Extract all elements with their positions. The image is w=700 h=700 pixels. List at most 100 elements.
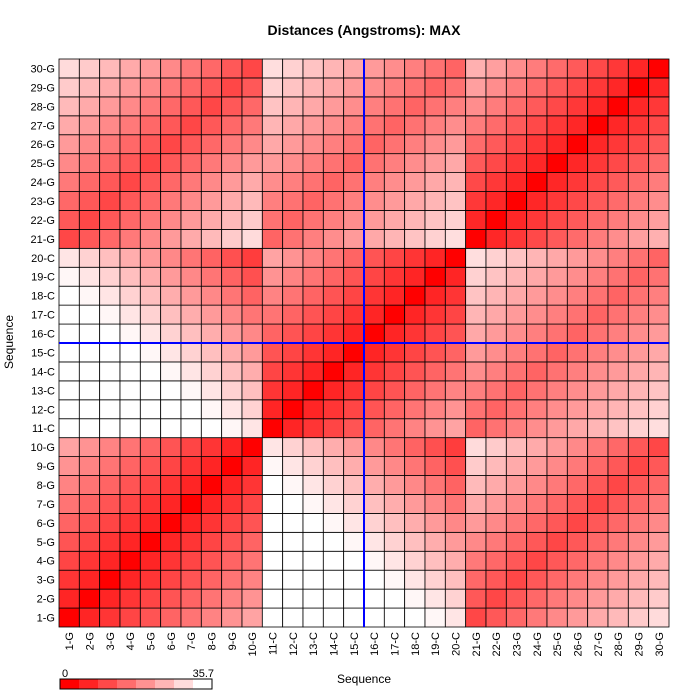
- heatmap-cell: [322, 588, 345, 609]
- heatmap-cell: [119, 569, 141, 590]
- heatmap-cell: [587, 607, 609, 628]
- y-tick-label: 7-G: [37, 499, 55, 511]
- heatmap-cell: [78, 153, 101, 173]
- heatmap-cell: [505, 418, 528, 439]
- heatmap-cell: [282, 58, 304, 79]
- heatmap-cell: [180, 531, 202, 552]
- heatmap-cell: [322, 380, 345, 401]
- heatmap-cell: [526, 172, 548, 192]
- heatmap-cell: [607, 588, 629, 609]
- heatmap-cell: [322, 569, 345, 590]
- heatmap-cell: [58, 513, 80, 533]
- heatmap-cell: [160, 323, 182, 344]
- y-tick-label: 22-G: [31, 215, 55, 227]
- heatmap-cell: [282, 210, 304, 230]
- heatmap-cell: [241, 399, 263, 420]
- heatmap-cell: [566, 569, 589, 590]
- legend-swatch: [79, 679, 98, 689]
- heatmap-cell: [322, 531, 345, 552]
- heatmap-cell: [78, 418, 101, 439]
- heatmap-cell: [627, 531, 650, 552]
- y-tick-label: 25-G: [31, 158, 55, 170]
- heatmap-cell: [160, 285, 182, 306]
- heatmap-cell: [322, 285, 345, 306]
- heatmap-cell: [180, 247, 202, 268]
- heatmap-cell: [58, 456, 80, 476]
- heatmap-cell: [485, 304, 507, 325]
- heatmap-cell: [383, 399, 406, 420]
- heatmap-cell: [404, 531, 426, 552]
- heatmap-cell: [99, 58, 121, 79]
- heatmap-cell: [119, 172, 141, 192]
- heatmap-cell: [200, 456, 223, 476]
- heatmap-cell: [404, 191, 426, 211]
- heatmap-cell: [180, 266, 202, 287]
- heatmap-cell: [261, 342, 284, 363]
- heatmap-cell: [383, 172, 406, 192]
- heatmap-cell: [322, 228, 345, 249]
- heatmap-cell: [78, 607, 101, 628]
- y-tick-label: 14-C: [31, 366, 55, 378]
- heatmap-cell: [648, 607, 670, 628]
- heatmap-cell: [526, 191, 548, 211]
- heatmap-cell: [99, 172, 121, 192]
- heatmap-cell: [465, 531, 487, 552]
- heatmap-cell: [383, 607, 406, 628]
- heatmap-cell: [302, 607, 324, 628]
- heatmap-cell: [160, 418, 182, 439]
- heatmap-cell: [465, 247, 487, 268]
- heatmap-cell: [78, 456, 101, 476]
- heatmap-cell: [302, 58, 324, 79]
- heatmap-cell: [587, 513, 609, 533]
- heatmap-cell: [99, 96, 121, 117]
- heatmap-cell: [58, 210, 80, 230]
- heatmap-cell: [200, 569, 223, 590]
- heatmap-cell: [404, 607, 426, 628]
- heatmap-cell: [343, 342, 365, 363]
- heatmap-cell: [363, 361, 385, 382]
- heatmap-cell: [587, 588, 609, 609]
- heatmap-cell: [627, 342, 650, 363]
- heatmap-cell: [58, 323, 80, 344]
- heatmap-cell: [485, 228, 507, 249]
- heatmap-cell: [99, 531, 121, 552]
- heatmap-cell: [444, 380, 467, 401]
- heatmap-cell: [221, 607, 243, 628]
- heatmap-cell: [180, 418, 202, 439]
- legend-swatch: [136, 679, 155, 689]
- heatmap-cell: [119, 550, 141, 571]
- heatmap-cell: [302, 380, 324, 401]
- heatmap-cell: [343, 531, 365, 552]
- heatmap-cell: [587, 531, 609, 552]
- heatmap-cell: [566, 210, 589, 230]
- heatmap-cell: [505, 323, 528, 344]
- heatmap-cell: [160, 266, 182, 287]
- heatmap-cell: [526, 513, 548, 533]
- heatmap-cell: [485, 569, 507, 590]
- heatmap-cell: [505, 456, 528, 476]
- heatmap-cell: [383, 191, 406, 211]
- heatmap-cell: [546, 361, 568, 382]
- heatmap-cell: [119, 58, 141, 79]
- heatmap-cell: [404, 228, 426, 249]
- heatmap-cell: [99, 418, 121, 439]
- heatmap-cell: [78, 399, 101, 420]
- y-tick-label: 26-G: [31, 139, 55, 151]
- heatmap-cell: [58, 115, 80, 136]
- heatmap-cell: [485, 361, 507, 382]
- heatmap-cell: [78, 191, 101, 211]
- heatmap-cell: [99, 607, 121, 628]
- heatmap-cell: [566, 456, 589, 476]
- x-tick-label: 10-G: [247, 632, 259, 656]
- heatmap-cell: [241, 475, 263, 495]
- heatmap-cell: [302, 418, 324, 439]
- x-tick-label: 25-G: [552, 632, 564, 656]
- heatmap-cell: [160, 210, 182, 230]
- heatmap-cell: [444, 266, 467, 287]
- heatmap-cell: [282, 191, 304, 211]
- heatmap-cell: [261, 58, 284, 79]
- heatmap-cell: [261, 531, 284, 552]
- y-tick-label: 27-G: [31, 120, 55, 132]
- x-tick-label: 12-C: [288, 632, 300, 656]
- heatmap-cell: [648, 531, 670, 552]
